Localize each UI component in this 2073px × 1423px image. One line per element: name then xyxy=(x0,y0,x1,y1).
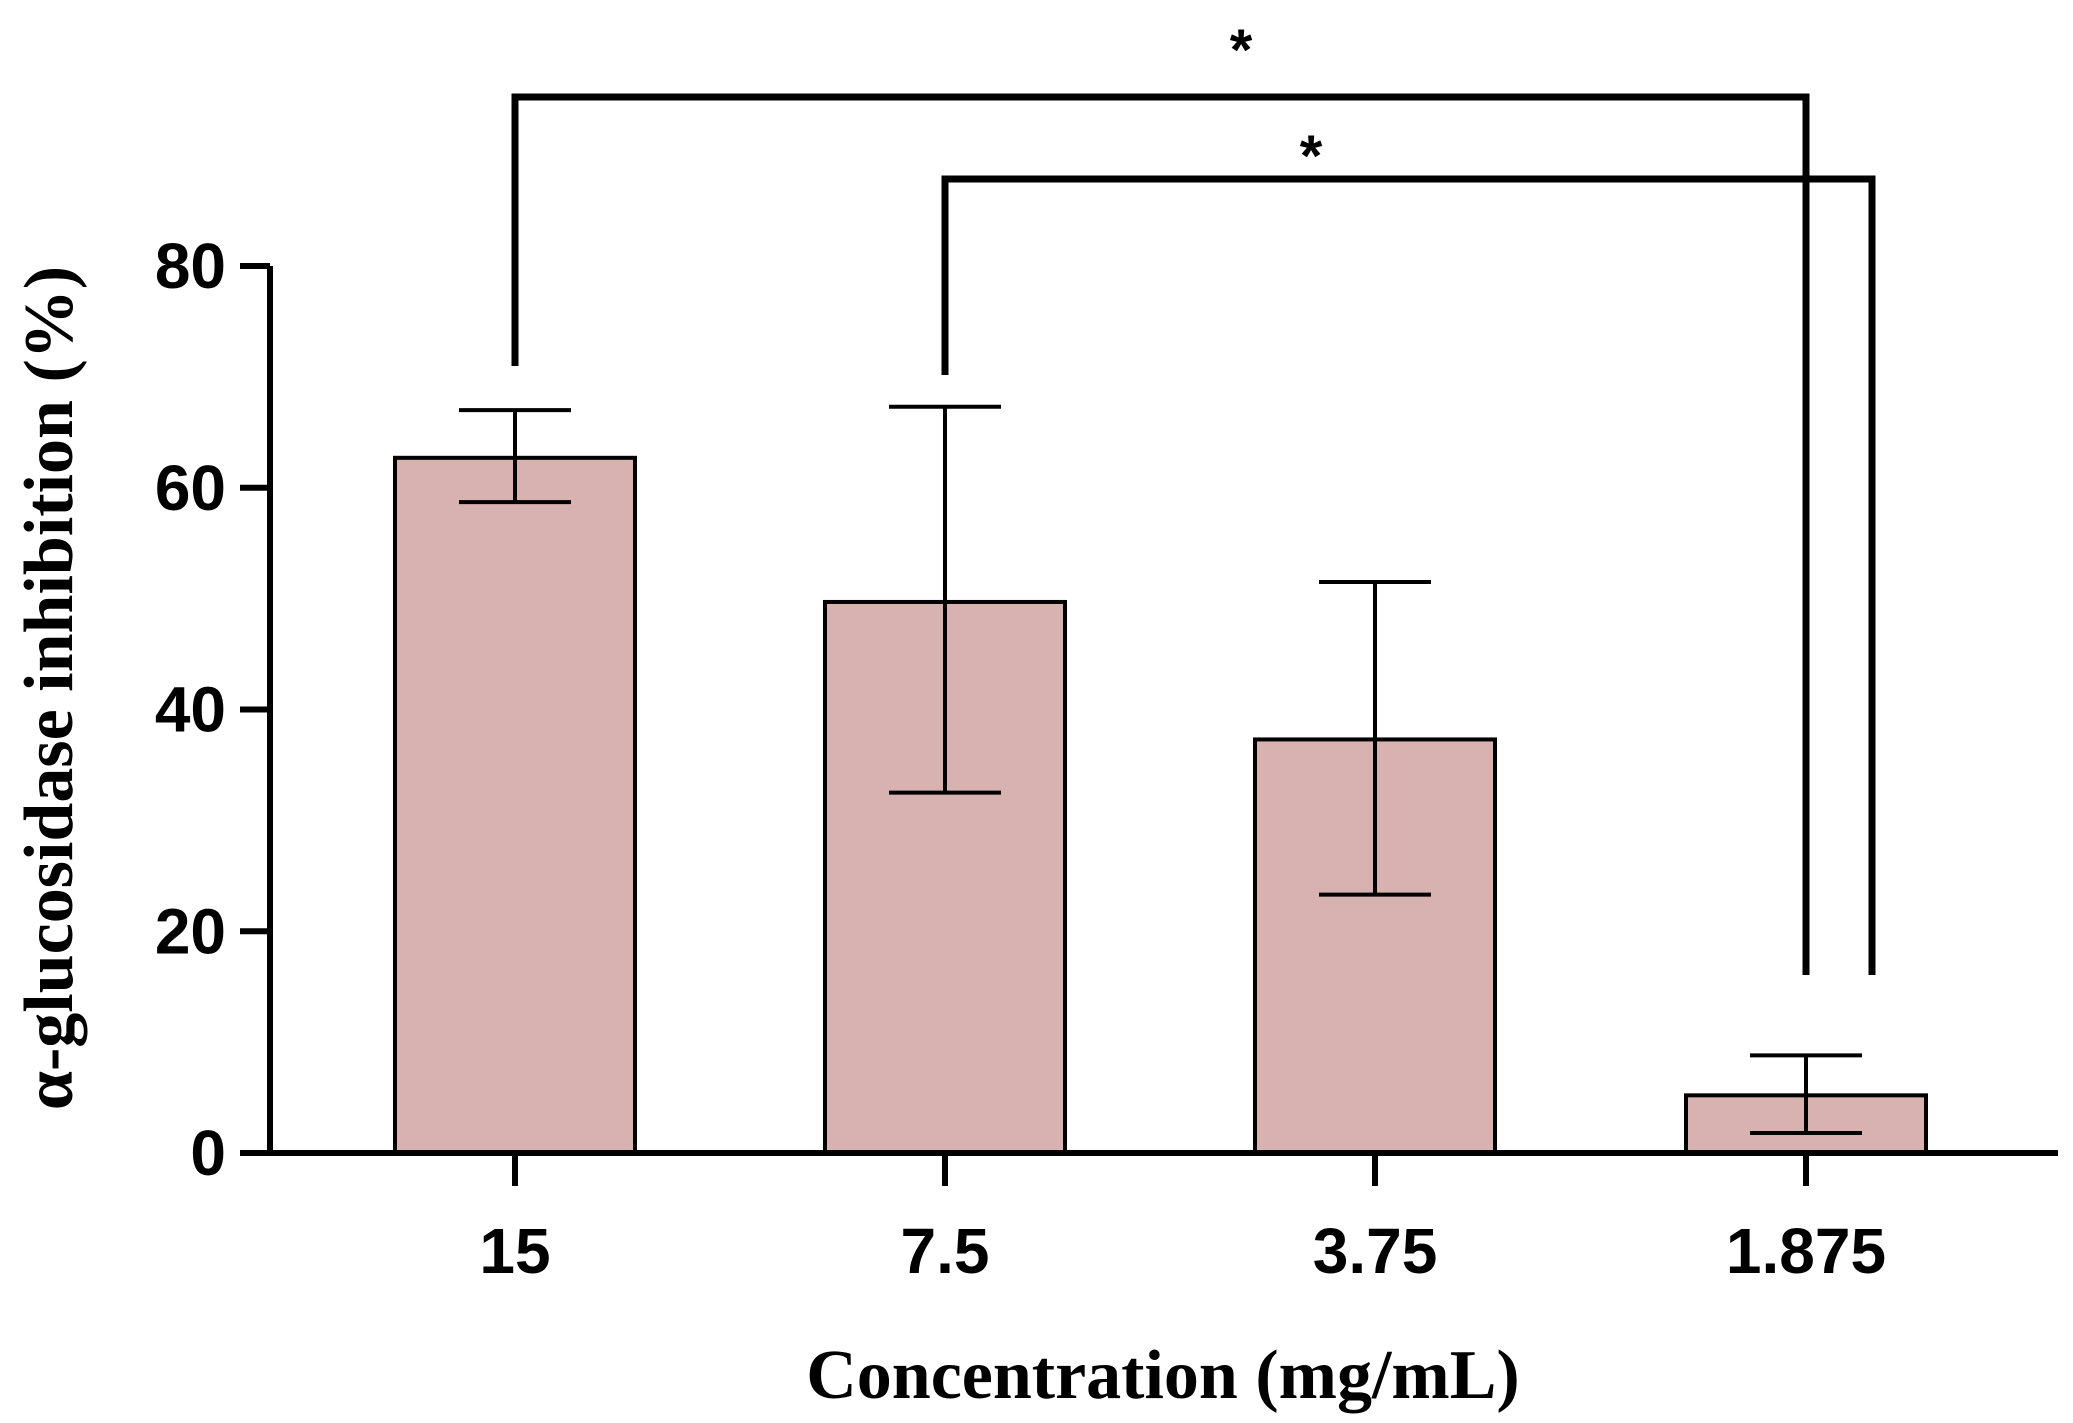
y-tick-label-80: 80 xyxy=(155,230,226,302)
axes-layer: 0 20 40 60 80 15 7.5 3.75 1.875 xyxy=(155,230,2058,1287)
significance-bracket-7.5-vs-1.875 xyxy=(941,175,1876,975)
significance-bracket-15-vs-1.875 xyxy=(511,93,1810,975)
significance-label-15-vs-1.875: * xyxy=(1230,18,1253,83)
y-tick-label-20: 20 xyxy=(155,895,226,967)
significance-layer: ** xyxy=(511,18,1876,975)
bar-15 xyxy=(393,455,637,1156)
significance-label-7.5-vs-1.875: * xyxy=(1300,124,1323,189)
x-tick-label-3.75: 3.75 xyxy=(1313,1215,1438,1287)
y-tick-label-0: 0 xyxy=(190,1117,226,1189)
error-bars-layer xyxy=(459,404,1862,1136)
y-tick-label-40: 40 xyxy=(155,674,226,746)
x-tick-label-15: 15 xyxy=(479,1215,550,1287)
x-tick-label-7.5: 7.5 xyxy=(901,1215,990,1287)
x-axis-title: Concentration (mg/mL) xyxy=(806,1337,1520,1414)
x-tick-label-1.875: 1.875 xyxy=(1726,1215,1886,1287)
bars-layer xyxy=(393,455,1928,1156)
y-tick-label-60: 60 xyxy=(155,452,226,524)
y-axis-title: α-glucosidase inhibition (%) xyxy=(11,266,88,1110)
